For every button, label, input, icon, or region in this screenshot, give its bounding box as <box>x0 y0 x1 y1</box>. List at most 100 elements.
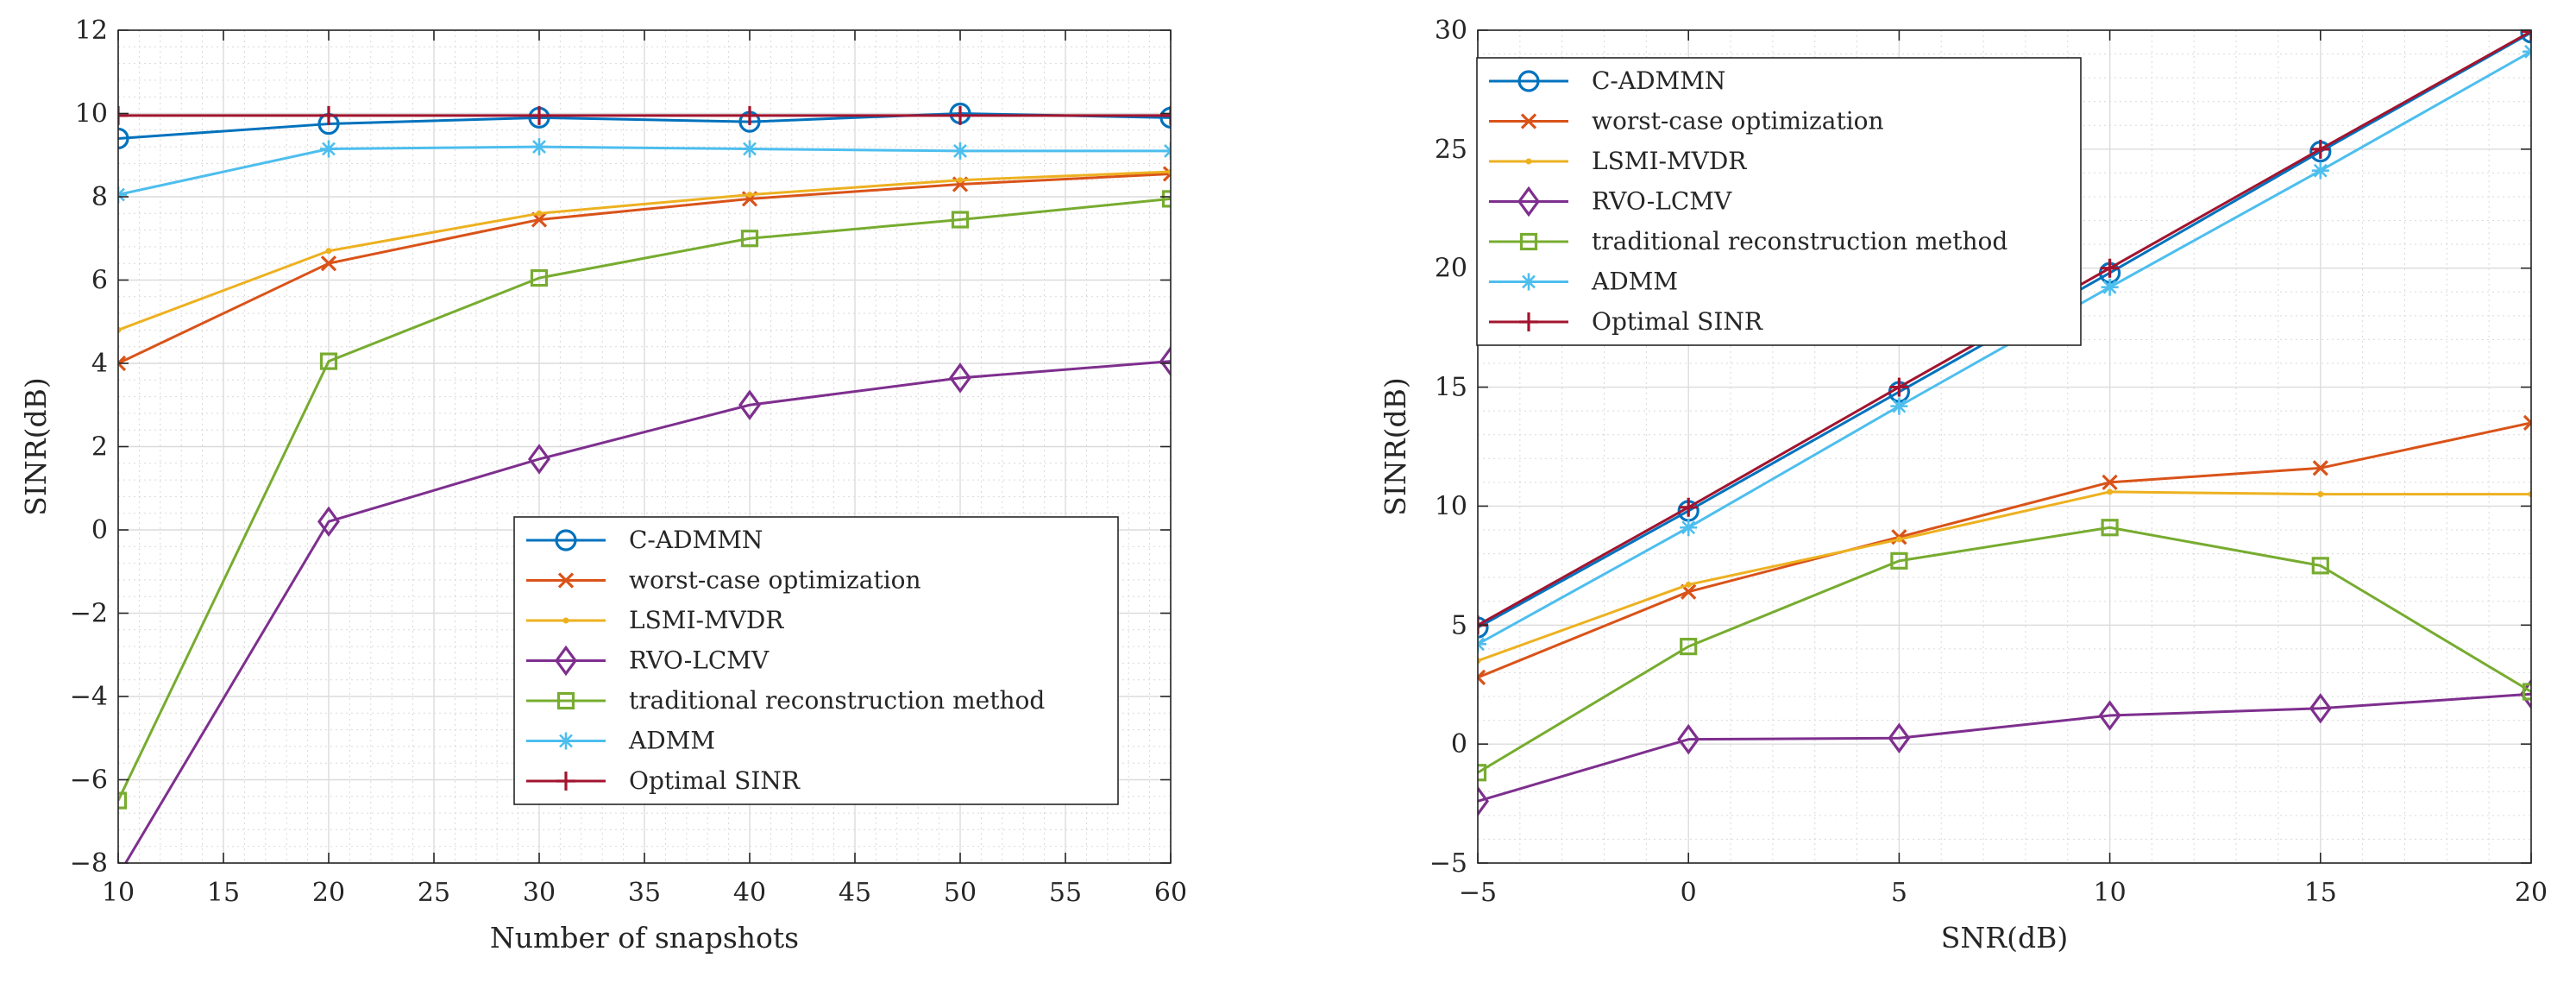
y-tick-label: −4 <box>70 682 108 712</box>
data-point-rvo-lcmv <box>1478 785 1489 817</box>
y-tick-label: 25 <box>1435 135 1467 165</box>
y-tick-label: 10 <box>1435 491 1467 521</box>
y-tick-label: 15 <box>1435 373 1467 403</box>
legend-label: RVO-LCMV <box>1592 187 1732 216</box>
legend-label: C-ADMMN <box>629 526 763 554</box>
y-tick-label: 8 <box>91 182 108 212</box>
data-point-traditional-reconstruction-method <box>740 230 759 248</box>
data-point-worst-case-optimization <box>2102 474 2118 490</box>
legend-item-lsmi-mvdr: LSMI-MVDR <box>526 606 784 634</box>
y-tick-label: 0 <box>1451 729 1467 759</box>
series-line-admm <box>1478 50 2531 646</box>
data-point-traditional-reconstruction-method <box>951 211 970 229</box>
legend-marker <box>1520 113 1537 129</box>
series-line-c-admmn <box>118 112 1171 140</box>
data-point-admm <box>741 140 758 158</box>
legend-item-c-admmn: C-ADMMN <box>526 526 763 554</box>
data-point-rvo-lcmv <box>2098 700 2121 731</box>
data-point-admm <box>1890 397 1908 415</box>
chart-1-y-axis-label: SINR(dB) <box>19 377 53 516</box>
legend-item-worst-case-optimization: worst-case optimization <box>1489 107 1884 135</box>
data-point-c-admmn <box>1159 106 1171 129</box>
data-point-traditional-reconstruction-method <box>2522 683 2531 701</box>
legend-item-worst-case-optimization: worst-case optimization <box>526 566 921 595</box>
legend-marker <box>556 691 575 710</box>
data-point-rvo-lcmv <box>1888 722 1911 753</box>
data-point-admm <box>531 138 548 156</box>
legend-marker <box>555 529 577 551</box>
data-point-optimal-sinr <box>530 105 549 125</box>
data-point-admm <box>2311 161 2329 180</box>
legend-item-optimal-sinr: Optimal SINR <box>1489 307 1763 336</box>
series-line-rvo-lcmv <box>123 360 1171 863</box>
data-point-rvo-lcmv <box>528 444 550 475</box>
x-tick-label: 55 <box>1049 878 1082 908</box>
series-line-worst-case-optimization <box>1478 421 2531 679</box>
chart-2-legend: C-ADMMN worst-case optimization LSMI-MVDR R… <box>1476 57 2082 346</box>
legend-item-optimal-sinr: Optimal SINR <box>526 766 801 795</box>
legend-item-lsmi-mvdr: LSMI-MVDR <box>1489 147 1747 175</box>
series-line-admm <box>118 145 1171 197</box>
data-point-c-admmn <box>118 127 129 150</box>
data-point-worst-case-optimization <box>2523 414 2531 432</box>
y-tick-label: 12 <box>75 16 108 46</box>
data-point-rvo-lcmv <box>949 362 971 394</box>
data-point-traditional-reconstruction-method <box>1478 764 1487 782</box>
data-point-traditional-reconstruction-method <box>2311 557 2329 575</box>
legend-label: traditional reconstruction method <box>629 686 1045 715</box>
data-point-lsmi-mvdr <box>2528 491 2531 498</box>
legend-marker <box>556 772 575 791</box>
x-tick-label: 5 <box>1891 878 1907 908</box>
x-tick-label: 30 <box>523 878 556 908</box>
chart-2-x-axis-label: SNR(dB) <box>1941 921 2068 955</box>
x-tick-label: 10 <box>102 878 135 908</box>
x-tick-label: 0 <box>1681 878 1697 908</box>
legend-marker <box>557 732 575 750</box>
y-tick-label: 0 <box>91 515 108 545</box>
legend-label: C-ADMMN <box>1592 66 1725 95</box>
data-point-traditional-reconstruction-method <box>1161 190 1171 208</box>
data-point-optimal-sinr <box>2522 30 2531 41</box>
data-point-rvo-lcmv <box>1677 723 1700 755</box>
y-tick-label: 5 <box>1451 610 1467 640</box>
data-point-optimal-sinr <box>1161 105 1171 125</box>
data-point-admm <box>1680 519 1698 537</box>
y-tick-label: 2 <box>91 432 108 463</box>
legend-label: traditional reconstruction method <box>1592 227 2007 255</box>
chart-1: 10 15 20 25 30 35 40 45 50 55 60 −8 −6 −4 −2 0 2 4 6 8 10 12 N… <box>19 16 1187 955</box>
chart-2-axes-box <box>1477 29 2532 864</box>
data-point-worst-case-optimization <box>320 255 337 272</box>
data-point-rvo-lcmv <box>738 389 761 420</box>
x-tick-label: 20 <box>2515 878 2548 908</box>
data-point-traditional-reconstruction-method <box>2101 519 2119 537</box>
y-tick-label: 4 <box>91 349 108 379</box>
data-point-lsmi-mvdr <box>1167 168 1171 175</box>
chart-2-y-axis-label: SINR(dB) <box>1379 377 1412 516</box>
data-point-admm <box>952 142 969 160</box>
legend-marker <box>1519 312 1538 331</box>
legend-label: ADMM <box>628 727 715 755</box>
series-line-traditional-reconstruction-method <box>118 197 1171 802</box>
data-point-lsmi-mvdr <box>536 210 543 217</box>
y-tick-label: −5 <box>1429 848 1467 879</box>
x-tick-label: 15 <box>2304 878 2337 908</box>
legend-marker <box>1517 70 1540 92</box>
legend-label: LSMI-MVDR <box>629 606 784 634</box>
data-point-traditional-reconstruction-method <box>1890 551 1908 570</box>
data-point-lsmi-mvdr <box>1478 658 1481 665</box>
data-point-optimal-sinr <box>2100 258 2120 278</box>
chart-1-legend: C-ADMMN worst-case optimization LSMI-MVDR R… <box>513 516 1119 805</box>
x-tick-label: 60 <box>1154 878 1187 908</box>
data-point-worst-case-optimization <box>1162 166 1171 182</box>
chart-2-minor-grid <box>1478 30 2531 863</box>
data-point-worst-case-optimization <box>118 355 127 372</box>
legend-label: worst-case optimization <box>629 566 921 595</box>
data-point-optimal-sinr <box>2310 139 2330 159</box>
data-point-lsmi-mvdr <box>1895 536 1902 543</box>
y-tick-label: 20 <box>1435 254 1467 284</box>
x-tick-label: 20 <box>312 878 345 908</box>
y-tick-label: 30 <box>1435 16 1467 46</box>
series-line-lsmi-mvdr <box>118 170 1171 331</box>
y-tick-label: −2 <box>70 599 108 629</box>
